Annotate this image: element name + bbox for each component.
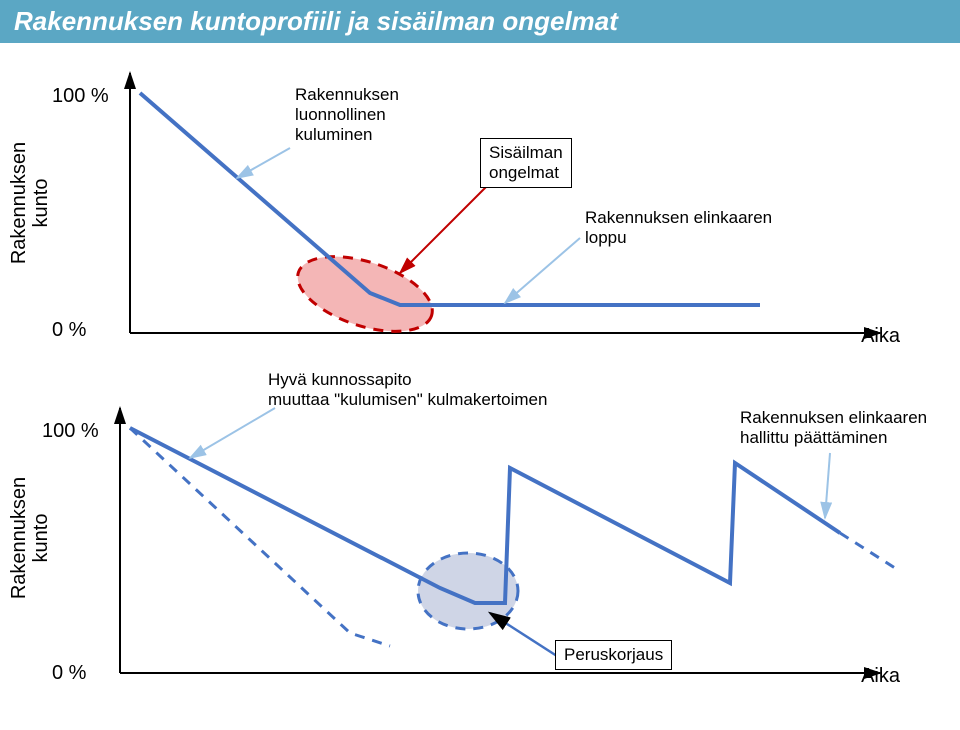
- chart-area: Rakennuksenkunto 100 % 0 % Aika Rakennuk…: [0, 43, 960, 728]
- y-bot-label: 0 %: [52, 319, 86, 342]
- annot-reno: Peruskorjaus: [555, 640, 672, 670]
- annot-end: Rakennuksen elinkaarenloppu: [585, 208, 772, 248]
- arrow-end: [505, 238, 580, 303]
- page-title: Rakennuksen kuntoprofiili ja sisäilman o…: [14, 6, 618, 36]
- arrow-problems: [400, 183, 490, 273]
- y-top-label-2: 100 %: [42, 420, 99, 443]
- condition-line: [140, 93, 760, 305]
- x-axis-label: Aika: [861, 325, 900, 348]
- arrow-maint: [190, 408, 275, 458]
- annot-problems: Sisäilmanongelmat: [480, 138, 572, 188]
- chart-bottom: Rakennuksenkunto 100 % 0 % Aika Hyvä kun…: [0, 378, 960, 728]
- condition-tail-dash: [840, 533, 895, 568]
- arrow-natural: [237, 148, 290, 178]
- old-condition-dash: [130, 428, 390, 646]
- y-axis-label-2: Rakennuksenkunto: [8, 477, 52, 599]
- y-bot-label-2: 0 %: [52, 662, 86, 685]
- chart-top: Rakennuksenkunto 100 % 0 % Aika Rakennuk…: [0, 43, 960, 378]
- x-axis-label-2: Aika: [861, 665, 900, 688]
- y-top-label: 100 %: [52, 85, 109, 108]
- title-bar: Rakennuksen kuntoprofiili ja sisäilman o…: [0, 0, 960, 43]
- arrow-reno: [490, 613, 560, 658]
- renovation-ellipse: [418, 553, 518, 629]
- problem-ellipse: [289, 242, 442, 346]
- annot-controlled: Rakennuksen elinkaarenhallittu päättämin…: [740, 408, 927, 448]
- arrow-controlled: [825, 453, 830, 518]
- y-axis-label: Rakennuksenkunto: [8, 142, 52, 264]
- annot-natural: Rakennuksenluonnollinenkuluminen: [295, 85, 399, 145]
- chart-top-svg: [0, 43, 960, 378]
- annot-maint: Hyvä kunnossapitomuuttaa "kulumisen" kul…: [268, 370, 547, 410]
